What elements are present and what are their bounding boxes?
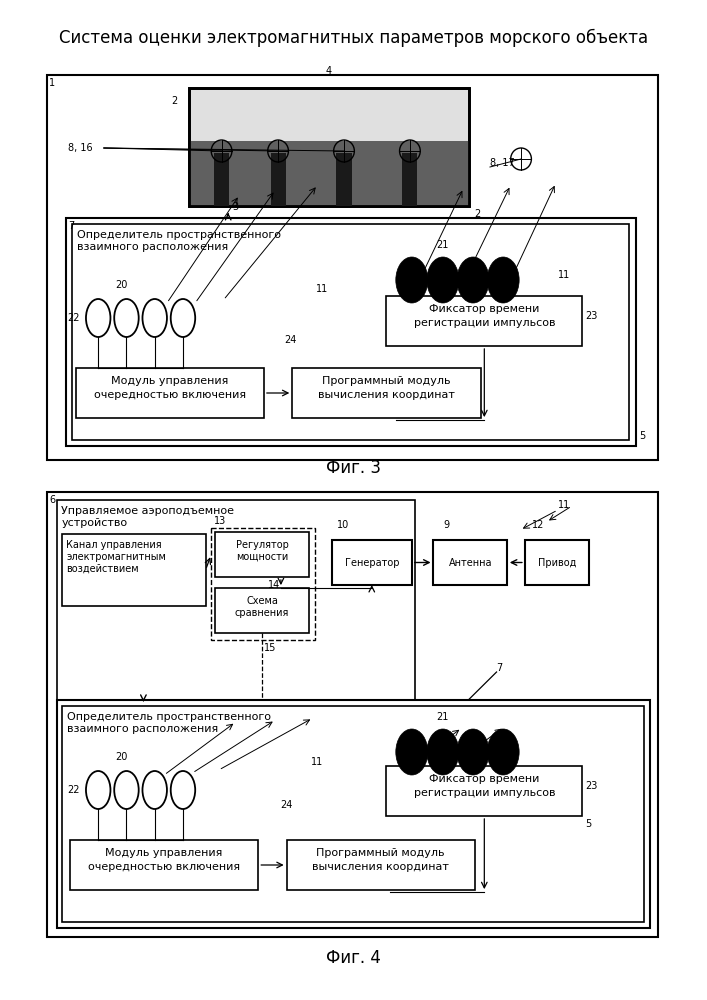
Bar bbox=[387, 296, 583, 346]
Bar bbox=[215, 588, 309, 633]
Text: 11: 11 bbox=[311, 757, 323, 767]
Ellipse shape bbox=[457, 257, 489, 303]
Text: 24: 24 bbox=[280, 800, 292, 810]
Text: 20: 20 bbox=[115, 752, 128, 762]
Text: 15: 15 bbox=[264, 643, 276, 653]
Text: Программный модуль: Программный модуль bbox=[317, 848, 445, 858]
Bar bbox=[433, 540, 507, 585]
Text: 8, 17: 8, 17 bbox=[490, 158, 515, 168]
Text: 6: 6 bbox=[49, 495, 55, 505]
Text: 2: 2 bbox=[171, 96, 177, 106]
Bar bbox=[271, 153, 286, 206]
Text: очередностью включения: очередностью включения bbox=[94, 390, 246, 400]
Text: 5: 5 bbox=[585, 819, 591, 829]
Text: 20: 20 bbox=[115, 280, 128, 290]
Text: взаимного расположения: взаимного расположения bbox=[76, 242, 228, 252]
Text: сравнения: сравнения bbox=[235, 608, 289, 618]
Text: мощности: мощности bbox=[236, 552, 288, 562]
Text: регистрации импульсов: регистрации импульсов bbox=[414, 788, 555, 798]
Bar bbox=[62, 534, 206, 606]
Text: 23: 23 bbox=[585, 781, 597, 791]
Ellipse shape bbox=[396, 729, 428, 775]
Ellipse shape bbox=[427, 729, 459, 775]
Text: Схема: Схема bbox=[246, 596, 278, 606]
Text: Управляемое аэроподъемное: Управляемое аэроподъемное bbox=[62, 506, 235, 516]
Bar bbox=[337, 153, 351, 206]
Bar bbox=[332, 540, 411, 585]
Text: 2: 2 bbox=[474, 209, 480, 219]
Ellipse shape bbox=[487, 729, 519, 775]
Text: 12: 12 bbox=[532, 520, 544, 530]
Text: Определитель пространственного: Определитель пространственного bbox=[67, 712, 271, 722]
Text: Фиг. 4: Фиг. 4 bbox=[326, 949, 381, 967]
Text: 23: 23 bbox=[585, 311, 597, 321]
Bar bbox=[47, 75, 658, 460]
Text: Привод: Привод bbox=[537, 558, 576, 568]
Text: 22: 22 bbox=[67, 785, 79, 795]
Text: 8, 16: 8, 16 bbox=[68, 143, 93, 153]
Text: 4: 4 bbox=[326, 66, 332, 76]
Bar bbox=[214, 153, 229, 206]
Bar bbox=[189, 88, 469, 206]
Text: Регулятор: Регулятор bbox=[235, 540, 288, 550]
Text: 9: 9 bbox=[443, 520, 449, 530]
Text: Фиксатор времени: Фиксатор времени bbox=[429, 774, 539, 784]
Text: 24: 24 bbox=[285, 335, 297, 345]
Text: Модуль управления: Модуль управления bbox=[105, 848, 223, 858]
Text: 22: 22 bbox=[67, 313, 79, 323]
Text: Определитель пространственного: Определитель пространственного bbox=[76, 230, 281, 240]
Ellipse shape bbox=[487, 257, 519, 303]
Text: Генератор: Генератор bbox=[344, 558, 399, 568]
Bar bbox=[189, 141, 469, 206]
Text: Программный модуль: Программный модуль bbox=[322, 376, 450, 386]
Bar bbox=[70, 840, 258, 890]
Text: 3: 3 bbox=[232, 202, 238, 212]
Text: 5: 5 bbox=[638, 431, 645, 441]
Text: 21: 21 bbox=[437, 240, 449, 250]
Bar bbox=[66, 218, 636, 446]
Text: регистрации импульсов: регистрации импульсов bbox=[414, 318, 555, 328]
Text: 21: 21 bbox=[437, 712, 449, 722]
Bar bbox=[57, 700, 650, 928]
Text: Антенна: Антенна bbox=[448, 558, 492, 568]
Text: 11: 11 bbox=[316, 284, 328, 294]
Bar bbox=[286, 840, 475, 890]
Text: электромагнитным: электромагнитным bbox=[66, 552, 166, 562]
Bar bbox=[211, 528, 315, 640]
Bar bbox=[62, 706, 644, 922]
Bar bbox=[292, 368, 481, 418]
Bar bbox=[525, 540, 589, 585]
Text: очередностью включения: очередностью включения bbox=[88, 862, 240, 872]
Ellipse shape bbox=[427, 257, 459, 303]
Text: Канал управления: Канал управления bbox=[66, 540, 162, 550]
Text: 10: 10 bbox=[337, 520, 349, 530]
Bar bbox=[57, 500, 414, 700]
Ellipse shape bbox=[457, 729, 489, 775]
Text: 7: 7 bbox=[496, 663, 503, 673]
Bar bbox=[76, 368, 264, 418]
Text: 7: 7 bbox=[68, 221, 74, 231]
Text: Модуль управления: Модуль управления bbox=[111, 376, 228, 386]
Bar bbox=[215, 532, 309, 577]
Bar bbox=[72, 224, 629, 440]
Text: 11: 11 bbox=[558, 500, 570, 510]
Text: Система оценки электромагнитных параметров морского объекта: Система оценки электромагнитных параметр… bbox=[59, 29, 648, 47]
Text: 11: 11 bbox=[558, 270, 570, 280]
Text: 14: 14 bbox=[268, 580, 280, 590]
Text: 13: 13 bbox=[214, 516, 226, 526]
Bar bbox=[189, 88, 469, 206]
Ellipse shape bbox=[396, 257, 428, 303]
Bar bbox=[402, 153, 417, 206]
Text: Фиг. 3: Фиг. 3 bbox=[326, 459, 381, 477]
Text: 1: 1 bbox=[49, 78, 55, 88]
Text: воздействием: воздействием bbox=[66, 564, 139, 574]
Text: вычисления координат: вычисления координат bbox=[312, 862, 449, 872]
Text: вычисления координат: вычисления координат bbox=[318, 390, 455, 400]
Text: Фиксатор времени: Фиксатор времени bbox=[429, 304, 539, 314]
Text: взаимного расположения: взаимного расположения bbox=[67, 724, 218, 734]
Bar bbox=[387, 766, 583, 816]
Text: устройство: устройство bbox=[62, 518, 127, 528]
Bar bbox=[47, 492, 658, 937]
